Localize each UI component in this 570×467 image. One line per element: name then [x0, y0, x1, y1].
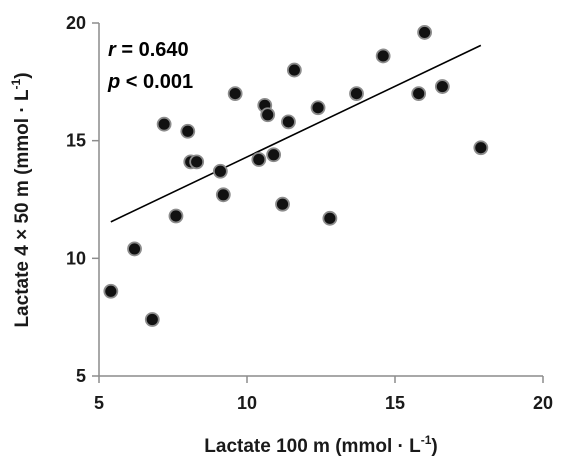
data-point	[168, 208, 184, 224]
data-point	[215, 187, 231, 203]
data-point	[417, 25, 433, 40]
stat-p-symbol: p	[107, 71, 120, 93]
y-tick-label: 10	[66, 248, 86, 268]
y-tick-label: 20	[66, 13, 86, 33]
data-point	[156, 116, 172, 132]
y-axis-label-text: Lactate 4 × 50 m (mmol · L	[12, 89, 33, 327]
data-point	[349, 86, 364, 101]
data-point	[103, 283, 119, 299]
data-point	[227, 86, 243, 101]
x-tick-label: 10	[237, 393, 257, 413]
data-point	[411, 86, 427, 101]
data-point	[189, 154, 205, 170]
x-axis-label-suffix: )	[431, 436, 437, 457]
data-point	[322, 210, 338, 226]
data-point	[144, 312, 160, 327]
data-point	[212, 163, 228, 179]
y-axis-label-suffix: )	[12, 72, 33, 78]
y-tick-label: 15	[66, 131, 86, 151]
stat-p-annotation: p < 0.001	[107, 71, 193, 93]
stat-p-value: < 0.001	[120, 71, 193, 93]
y-axis-label: Lactate 4 × 50 m (mmol · L-1)	[9, 72, 33, 327]
x-tick-label: 5	[94, 393, 104, 413]
data-point	[310, 100, 326, 116]
x-axis-label-sup: -1	[421, 433, 432, 447]
y-tick-label: 5	[76, 366, 86, 386]
x-axis-label: Lactate 100 m (mmol · L-1)	[204, 433, 437, 457]
data-point	[275, 196, 290, 212]
x-axis-label-text: Lactate 100 m (mmol · L	[204, 436, 421, 457]
stat-r-annotation: r = 0.640	[108, 39, 189, 61]
data-point	[266, 147, 282, 163]
data-point	[180, 123, 196, 139]
data-point	[473, 140, 489, 156]
data-point	[286, 62, 302, 78]
data-point	[281, 114, 296, 130]
data-point	[375, 48, 391, 64]
stat-r-value: = 0.640	[116, 39, 189, 61]
data-point	[251, 152, 267, 167]
y-axis-label-sup: -1	[9, 78, 23, 89]
x-tick-label: 15	[385, 393, 405, 413]
data-point	[434, 79, 450, 94]
data-point	[127, 241, 142, 257]
plot-area: 5 10 15 20 5 10 15 20	[66, 13, 553, 413]
data-point	[260, 107, 276, 123]
stat-r-symbol: r	[108, 39, 117, 61]
trend-line	[110, 44, 482, 223]
x-tick-label: 20	[533, 393, 553, 413]
